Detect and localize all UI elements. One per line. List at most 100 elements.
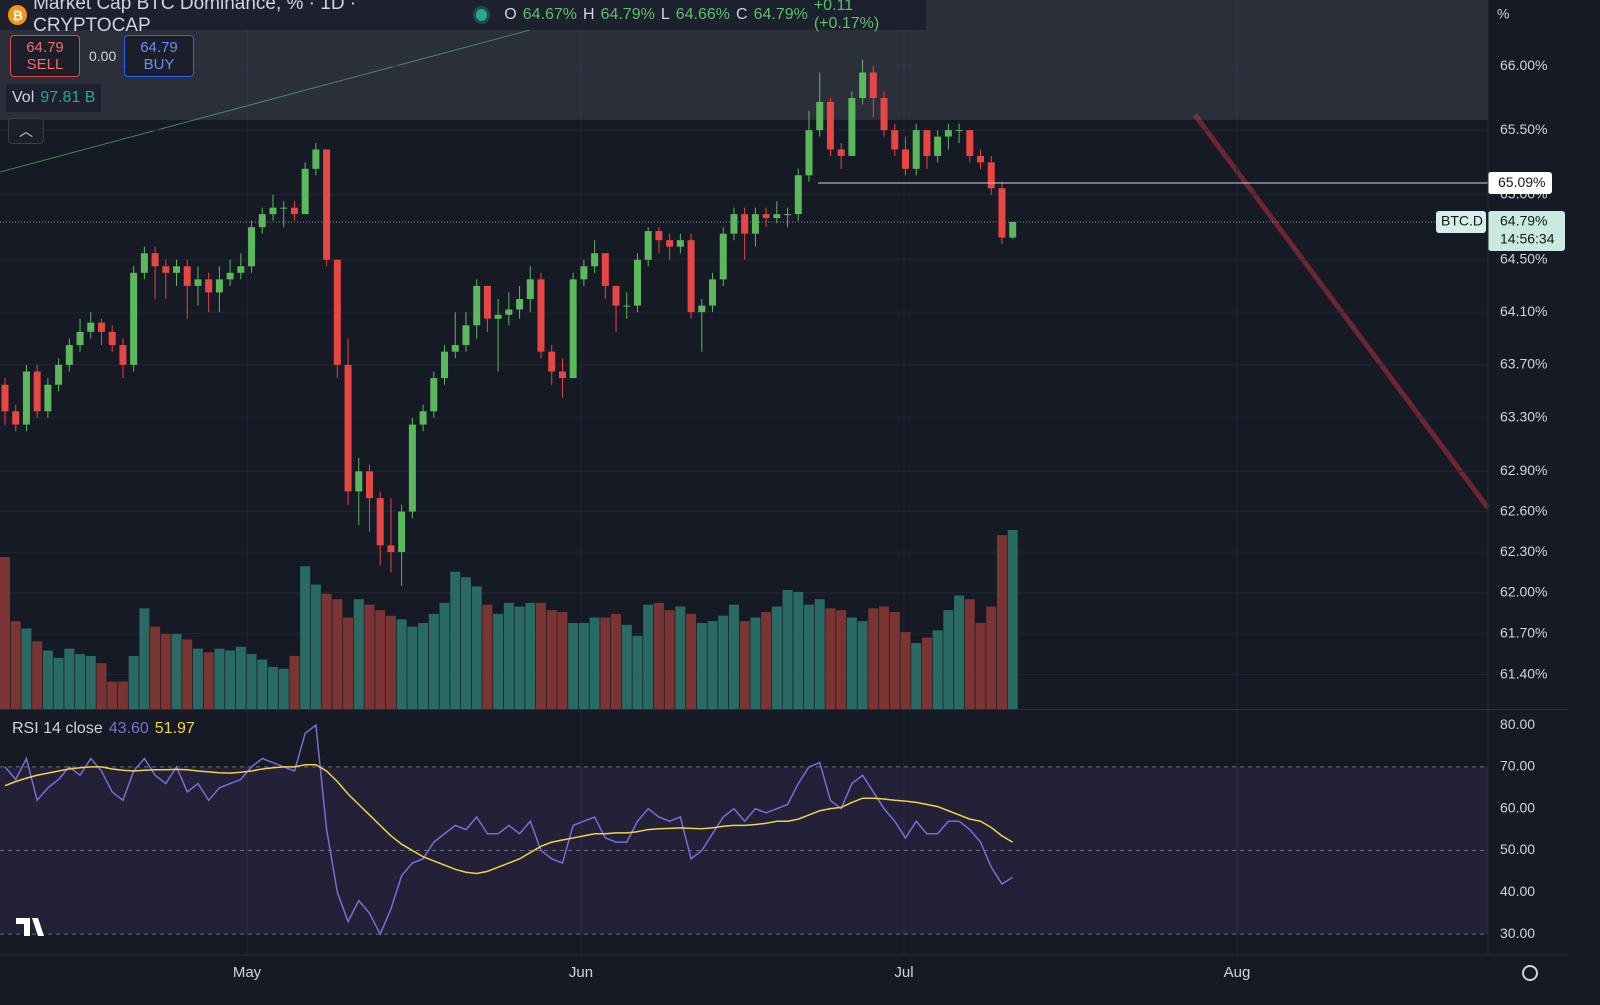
volume-bar [728,604,739,709]
candle-body [655,231,663,241]
candle-body [55,364,63,385]
volume-bar [632,635,643,709]
trend-line [0,29,531,173]
volume-bar [160,633,171,709]
x-tick-label: Aug [1224,964,1251,981]
candle-body [805,130,813,176]
candle-body [162,266,170,273]
rsi-line [4,764,1014,875]
candle-body [880,98,888,131]
rsi-title: RSI 14 close [12,720,103,737]
candle-body [12,411,20,425]
spread: 0.00 [89,48,117,64]
candle-body [526,279,534,300]
volume-bar [782,590,793,709]
volume-bar [696,622,707,709]
rsi-tick-label: 40.00 [1500,883,1535,899]
candle-body [312,149,320,169]
candle-body [473,285,481,326]
y-tick-label: 66.00% [1500,57,1547,73]
candle-body [119,345,127,365]
volume-title: Vol [12,89,35,106]
candle-body [709,279,717,306]
candle-body [76,331,84,346]
volume-bar [203,652,214,709]
price-label: 65.09% [1498,174,1545,190]
candle-body [966,130,974,156]
candle-body [483,285,491,319]
volume-bar [375,610,386,709]
y-tick-label: 65.50% [1500,121,1547,137]
buy-button[interactable]: 64.79 BUY [124,35,194,77]
rsi-tick-label: 50.00 [1500,841,1535,857]
candle-body [194,279,202,286]
candle-body [848,98,856,156]
bitcoin-icon: ₿ [8,5,28,25]
volume-bar [128,655,139,709]
candle-body [280,207,288,209]
candle-body [548,351,556,372]
volume-bar [385,615,396,709]
volume-bar [139,608,150,709]
candle-body [258,214,266,228]
rsi-line [4,723,1014,936]
candle-body [784,214,792,216]
volume-bar [932,630,943,709]
volume-bar [235,646,246,709]
volume-bar [814,599,825,709]
candle-body [569,279,577,379]
volume-bar [225,650,236,709]
y-tick-label: 61.70% [1500,624,1547,640]
candle-body [290,207,298,215]
y-tick-label: 61.40% [1500,665,1547,681]
volume-bar [675,606,686,709]
sell-button[interactable]: 64.79 SELL [10,35,80,77]
volume-bar [353,599,364,709]
candle-body [987,162,995,189]
ohlc-value: 64.79% [753,6,808,23]
candle-body [516,299,524,310]
candle-body [398,511,406,553]
volume-bar [21,628,32,709]
volume-bar [493,613,504,709]
candle-body [130,272,138,365]
volume-bar [879,606,890,709]
volume-bar [117,681,128,709]
y-tick-label: 62.30% [1500,543,1547,559]
candle-body [87,322,95,332]
trend-line [1192,113,1491,510]
candle-body [751,214,759,234]
x-tick-label: Jun [569,964,593,981]
candle-body [1009,221,1017,238]
candle-body [173,266,181,273]
candle-body [183,266,191,286]
candle-body [22,371,30,425]
candle-body [912,130,920,169]
rsi-ma-value: 51.97 [154,720,195,737]
change: +0.11 (+0.17%) [813,0,880,32]
candle-body [837,149,845,156]
volume-bar [10,621,21,709]
candle-body [301,168,309,215]
candle-body [97,322,105,332]
volume-bar [289,655,300,709]
volume-value: 97.81 B [40,89,96,106]
candle-body [215,279,223,293]
candle-body [451,345,459,352]
volume-bar [321,593,332,709]
symbol-tag-box [1436,210,1486,233]
ohlc-key: C [736,6,748,23]
collapse-button[interactable]: ︿ [8,118,44,144]
volume-bar [182,639,193,709]
candle-body [494,314,502,319]
countdown: 14:56:34 [1500,231,1555,247]
candle-body [140,253,148,273]
candle-body [623,305,631,307]
volume-bar [514,606,525,709]
last-price-box [1488,210,1565,251]
volume-bar [246,654,257,709]
x-tick-label: May [233,964,262,981]
volume-bar [428,613,439,709]
volume-bar [482,604,493,709]
